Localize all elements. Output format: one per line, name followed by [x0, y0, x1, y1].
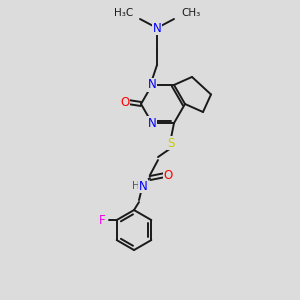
Text: O: O: [120, 95, 130, 109]
Text: N: N: [148, 117, 156, 130]
Text: O: O: [164, 169, 172, 182]
Text: H₃C: H₃C: [114, 8, 133, 18]
Text: H: H: [132, 181, 140, 191]
Text: CH₃: CH₃: [181, 8, 200, 18]
Text: N: N: [148, 78, 156, 92]
Text: N: N: [153, 22, 161, 34]
Text: F: F: [99, 214, 106, 226]
Text: S: S: [167, 136, 175, 150]
Text: N: N: [139, 180, 147, 193]
